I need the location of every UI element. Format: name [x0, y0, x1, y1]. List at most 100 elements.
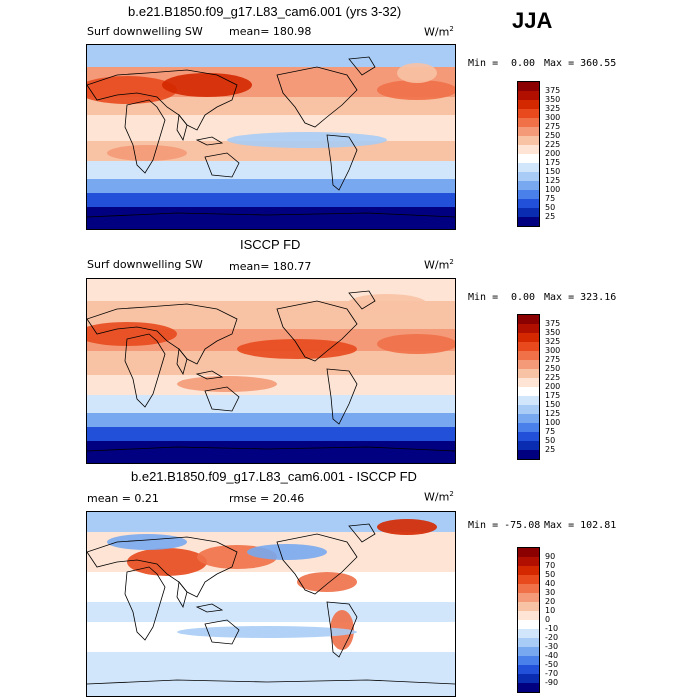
colorbar-swatch [518, 378, 539, 387]
colorbar-tick-label: 275 [545, 122, 561, 131]
colorbar-tick-label: 50 [545, 570, 556, 579]
colorbar-swatch [518, 584, 539, 593]
colorbar-swatch [518, 620, 539, 629]
colorbar-tick-label: 350 [545, 95, 561, 104]
colorbar-swatch [518, 638, 539, 647]
panel2-min-label: Min = [468, 292, 499, 303]
colorbar-swatch [518, 208, 539, 217]
panel1-map [86, 44, 456, 230]
panel1-variable-label: Surf downwelling SW [87, 25, 203, 38]
colorbar-tick-label: 175 [545, 158, 561, 167]
panel3-mean-label: mean = 0.21 [87, 492, 159, 505]
colorbar-swatch [518, 432, 539, 441]
colorbar-swatch [518, 450, 539, 459]
colorbar-tick-label: 20 [545, 597, 556, 606]
colorbar-swatch [518, 127, 539, 136]
colorbar-tick-label: -90 [545, 678, 559, 687]
colorbar-swatch [518, 548, 539, 557]
colorbar-tick-label: 25 [545, 212, 556, 221]
colorbar-swatch [518, 557, 539, 566]
colorbar-swatch [518, 145, 539, 154]
colorbar-swatch [518, 324, 539, 333]
colorbar-tick-label: 40 [545, 579, 556, 588]
panel2-mean-label: mean= 180.77 [229, 260, 312, 273]
colorbar-tick-label: 375 [545, 319, 561, 328]
colorbar-tick-label: 70 [545, 561, 556, 570]
panel3-title: b.e21.B1850.f09_g17.L83_cam6.001 - ISCCP… [131, 469, 417, 484]
coastline-outline [87, 523, 455, 685]
panel3-max-label: Max = 102.81 [544, 520, 617, 531]
season-label: JJA [512, 8, 553, 33]
panel1-title: b.e21.B1850.f09_g17.L83_cam6.001 (yrs 3-… [128, 4, 402, 19]
colorbar-swatch [518, 181, 539, 190]
panel1-colorbar [517, 81, 540, 227]
colorbar-tick-label: 10 [545, 606, 556, 615]
colorbar-tick-label: -20 [545, 633, 559, 642]
colorbar-tick-label: 100 [545, 418, 561, 427]
panel2-units: W/m2 [424, 258, 454, 272]
colorbar-swatch [518, 333, 539, 342]
colorbar-swatch [518, 100, 539, 109]
colorbar-swatch [518, 163, 539, 172]
colorbar-swatch [518, 414, 539, 423]
colorbar-swatch [518, 387, 539, 396]
colorbar-swatch [518, 118, 539, 127]
colorbar-swatch [518, 674, 539, 683]
panel2-min-value: 0.00 [511, 292, 536, 303]
colorbar-tick-label: -70 [545, 669, 559, 678]
colorbar-swatch [518, 199, 539, 208]
panel3-map [86, 511, 456, 697]
colorbar-swatch [518, 136, 539, 145]
colorbar-tick-label: 150 [545, 167, 561, 176]
colorbar-tick-label: 200 [545, 382, 561, 391]
colorbar-swatch [518, 405, 539, 414]
colorbar-swatch [518, 369, 539, 378]
colorbar-tick-label: 75 [545, 427, 556, 436]
colorbar-tick-label: 350 [545, 328, 561, 337]
colorbar-tick-label: 175 [545, 391, 561, 400]
colorbar-tick-label: 250 [545, 364, 561, 373]
panel1-min-label: Min = [468, 58, 499, 69]
colorbar-tick-label: 300 [545, 346, 561, 355]
colorbar-tick-label: 50 [545, 203, 556, 212]
colorbar-tick-label: 30 [545, 588, 556, 597]
colorbar-tick-label: 250 [545, 131, 561, 140]
colorbar-tick-label: 325 [545, 104, 561, 113]
colorbar-swatch [518, 109, 539, 118]
panel1-max-label: Max = 360.55 [544, 58, 617, 69]
colorbar-swatch [518, 647, 539, 656]
panel2-max-label: Max = 323.16 [544, 292, 617, 303]
colorbar-tick-label: 50 [545, 436, 556, 445]
colorbar-tick-label: 225 [545, 373, 561, 382]
colorbar-tick-label: 125 [545, 176, 561, 185]
panel2-colorbar [517, 314, 540, 460]
colorbar-swatch [518, 91, 539, 100]
coastline-outline [87, 56, 455, 218]
colorbar-swatch [518, 315, 539, 324]
colorbar-tick-label: 100 [545, 185, 561, 194]
colorbar-tick-label: 90 [545, 552, 556, 561]
panel3-colorbar [517, 547, 540, 693]
colorbar-swatch [518, 656, 539, 665]
panel3-units: W/m2 [424, 490, 454, 504]
colorbar-swatch [518, 190, 539, 199]
colorbar-tick-label: -50 [545, 660, 559, 669]
colorbar-swatch [518, 342, 539, 351]
colorbar-swatch [518, 683, 539, 692]
colorbar-tick-label: 0 [545, 615, 551, 624]
colorbar-swatch [518, 665, 539, 674]
colorbar-swatch [518, 217, 539, 226]
colorbar-swatch [518, 172, 539, 181]
colorbar-swatch [518, 629, 539, 638]
colorbar-swatch [518, 611, 539, 620]
colorbar-tick-label: 150 [545, 400, 561, 409]
colorbar-tick-label: 25 [545, 445, 556, 454]
colorbar-swatch [518, 396, 539, 405]
panel2-variable-label: Surf downwelling SW [87, 258, 203, 271]
colorbar-swatch [518, 593, 539, 602]
colorbar-tick-label: -40 [545, 651, 559, 660]
panel1-mean-label: mean= 180.98 [229, 25, 312, 38]
colorbar-swatch [518, 82, 539, 91]
panel3-min-label: Min = -75.08 [468, 520, 541, 531]
colorbar-swatch [518, 566, 539, 575]
